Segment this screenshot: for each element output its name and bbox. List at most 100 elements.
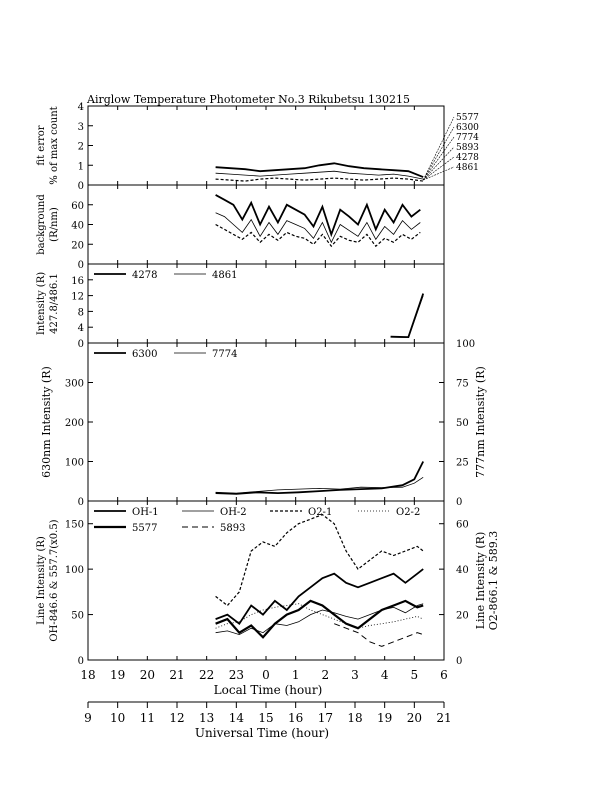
ut-tick-label: 15 [258, 711, 273, 725]
ut-tick-label: 9 [84, 711, 92, 725]
y-tick-label: 50 [71, 611, 84, 622]
y-tick-label: 3 [78, 122, 84, 133]
local-tick-label: 18 [80, 668, 95, 682]
y-tick-label: 150 [65, 520, 84, 531]
panel-bg: 0 20 40 60 background (R/nm) [36, 184, 445, 271]
callout-leader [422, 126, 455, 181]
ut-tick-label: 21 [436, 711, 451, 725]
callout-leader [423, 156, 455, 181]
series-line [215, 177, 424, 182]
y2-axis-label: O2-866.1 & 589.3 [487, 531, 500, 631]
y-axis-label: fit error [36, 125, 47, 165]
local-tick-label: 19 [110, 668, 125, 682]
y-axis-label: Intensity (R) [36, 272, 47, 335]
callout-label: 6300 [456, 123, 479, 133]
callout-label: 5577 [456, 113, 479, 123]
y2-tick-label: 0 [456, 656, 462, 667]
y-tick-label: 2 [78, 142, 84, 153]
y2-tick-label: 75 [456, 379, 469, 390]
y2-tick-label: 60 [456, 520, 469, 531]
legend-label: O2-1 [308, 507, 332, 518]
ut-tick-label: 18 [347, 711, 362, 725]
y-tick-label: 4 [78, 323, 84, 334]
universal-time-label: Universal Time (hour) [195, 726, 329, 740]
legend-label: 7774 [212, 349, 237, 360]
series-line [215, 194, 421, 238]
series-line-7774 [215, 476, 424, 494]
ut-tick-label: 10 [110, 711, 125, 725]
ut-tick-label: 11 [140, 711, 155, 725]
y2-axis-label: Line Intensity (R) [474, 532, 487, 630]
y-tick-label: 8 [78, 307, 84, 318]
y-tick-label: 1 [78, 161, 84, 172]
y-tick-label: 40 [71, 221, 84, 232]
series-line-5577 [215, 599, 424, 639]
y2-tick-label: 50 [456, 418, 469, 429]
y2-tick-label: 25 [456, 458, 469, 469]
legend-label: 6300 [132, 349, 157, 360]
y-axis-label: (R/nm) [49, 207, 60, 242]
series-line [215, 212, 421, 244]
y2-tick-label: 0 [456, 497, 462, 508]
callout-leader [423, 166, 455, 181]
panel-fit: 0 1 2 3 4 fit error% of max count 557763007774… [36, 102, 479, 192]
ut-tick-label: 13 [199, 711, 214, 725]
callout-label: 7774 [456, 133, 479, 143]
series-line-oh-2 [215, 603, 424, 636]
panel-blue: 0 4 8 12 16 Intensity (R) 427.8/486.1 4278 4861 [36, 263, 445, 350]
local-tick-label: 5 [411, 668, 419, 682]
chart-title: Airglow Temperature Photometer No.3 Riku… [86, 93, 410, 106]
local-time-label: Local Time (hour) [214, 683, 323, 697]
y2-axis-label: 777nm Intensity (R) [474, 366, 487, 478]
y-tick-label: 12 [71, 292, 84, 303]
panel-red: 0 100 200 300 0 25 50 75 100 630nm Intensity (R) 7… [40, 339, 487, 508]
series-line [215, 170, 424, 180]
y-tick-label: 16 [71, 276, 84, 287]
ut-tick-label: 17 [318, 711, 333, 725]
y-axis-label: OH-846.6 & 557.7(x0.5) [49, 519, 60, 641]
y-tick-label: 0 [78, 181, 84, 192]
series-line-4278 [390, 293, 425, 339]
y-tick-label: 4 [78, 102, 84, 113]
local-tick-label: 2 [322, 668, 330, 682]
ut-tick-label: 19 [377, 711, 392, 725]
local-tick-label: 1 [292, 668, 300, 682]
series-line-4861 [390, 295, 424, 338]
legend-label: 4861 [212, 270, 237, 281]
callout-label: 4278 [456, 153, 479, 163]
series-line-o2-1 [215, 513, 424, 607]
y-tick-label: 300 [65, 379, 84, 390]
callout-label: 5893 [456, 143, 479, 153]
y-tick-label: 100 [65, 458, 84, 469]
callout-leader [423, 146, 455, 181]
ut-tick-label: 20 [407, 711, 422, 725]
y-tick-label: 60 [71, 201, 84, 212]
y-axis-label: background [36, 194, 47, 255]
y-axis-label: Line Intensity (R) [36, 536, 47, 625]
local-tick-label: 21 [169, 668, 184, 682]
panel-frame [87, 184, 445, 265]
ut-tick-label: 14 [229, 711, 245, 725]
series-line-5893 [334, 623, 424, 647]
y-tick-label: 0 [78, 339, 84, 350]
legend-label: 5893 [220, 523, 245, 534]
panel-frame [87, 105, 445, 186]
y-tick-label: 20 [71, 240, 84, 251]
universal-time-axis: 9 10 11 12 13 14 15 16 17 18 19 20 21 [84, 701, 452, 725]
ut-tick-label: 16 [288, 711, 303, 725]
local-tick-label: 23 [229, 668, 244, 682]
y-axis-label: 427.8/486.1 [49, 273, 60, 334]
series-line-oh-1 [215, 568, 424, 626]
y2-tick-label: 100 [456, 339, 475, 350]
callout-label: 4861 [456, 163, 479, 173]
y-tick-label: 100 [65, 565, 84, 576]
y2-tick-label: 40 [456, 565, 469, 576]
legend-label: O2-2 [396, 507, 420, 518]
y-tick-label: 0 [78, 497, 84, 508]
ut-tick-label: 12 [169, 711, 184, 725]
y2-tick-label: 20 [456, 611, 469, 622]
local-tick-label: 3 [351, 668, 359, 682]
